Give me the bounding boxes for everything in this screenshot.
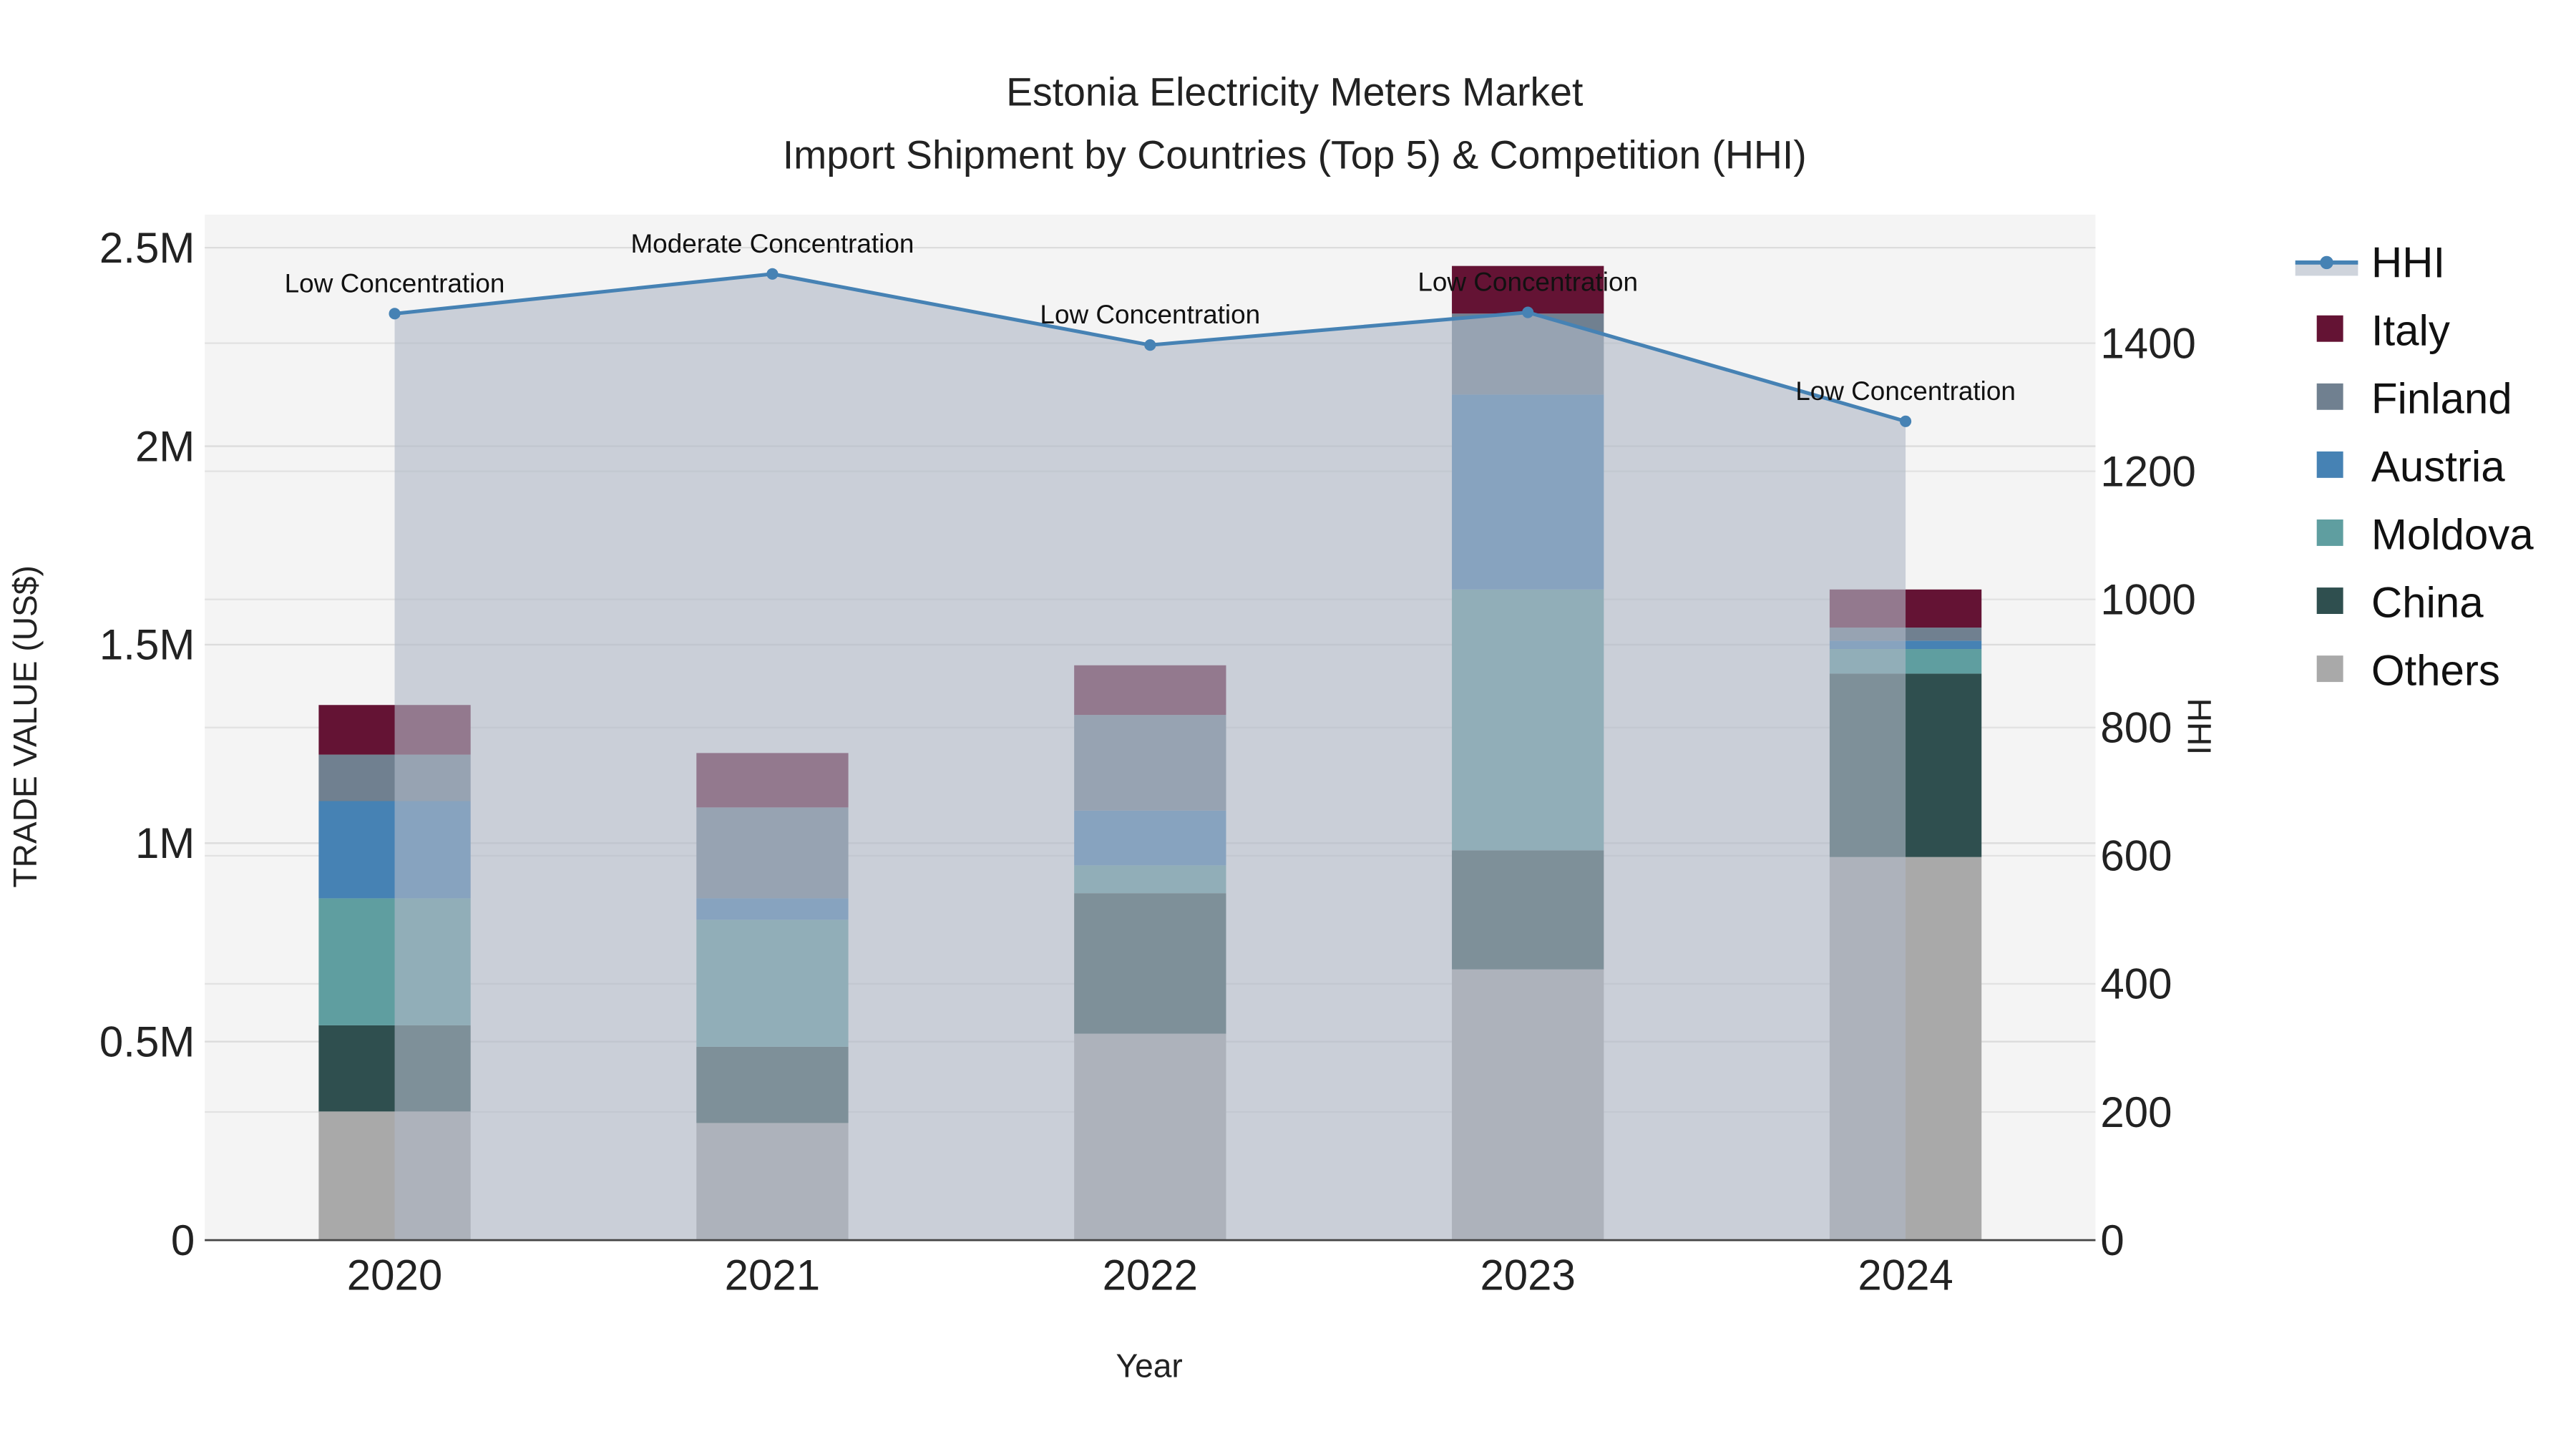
legend-swatch-others (2316, 655, 2343, 683)
hhi-annotation: Low Concentration (1795, 376, 2016, 406)
y-tick-label: 2.5M (99, 224, 195, 272)
legend-swatch-moldova (2316, 519, 2343, 546)
hhi-point (1144, 339, 1156, 351)
y2-tick-label: 1000 (2100, 575, 2195, 623)
hhi-annotation: Low Concentration (1040, 300, 1260, 329)
legend-label-italy: Italy (2371, 306, 2450, 354)
legend-label-others: Others (2371, 647, 2500, 695)
hhi-point (1522, 306, 1534, 318)
x-tick-label: 2024 (1858, 1251, 1953, 1299)
legend-label-finland: Finland (2371, 374, 2512, 422)
legend-swatch-china (2316, 587, 2343, 614)
legend-swatch-finland (2316, 383, 2343, 410)
legend-label-china: China (2371, 579, 2484, 627)
x-tick-label: 2021 (725, 1251, 820, 1299)
legend-label-hhi: HHI (2371, 239, 2445, 287)
y-axis-title: TRADE VALUE (US$) (6, 565, 44, 887)
y2-tick-label: 0 (2100, 1216, 2124, 1264)
hhi-annotation: Low Concentration (285, 268, 505, 298)
chart-title: Estonia Electricity Meters Market (1006, 70, 1583, 114)
y-tick-label: 0 (171, 1216, 195, 1264)
hhi-area (394, 273, 1906, 1241)
hhi-annotation: Low Concentration (1418, 268, 1638, 297)
y2-tick-label: 800 (2100, 704, 2172, 752)
chart-subtitle: Import Shipment by Countries (Top 5) & C… (783, 132, 1807, 177)
bar-italy-2023 (1452, 265, 1604, 314)
y2-tick-label: 600 (2100, 832, 2172, 880)
y-tick-label: 0.5M (99, 1018, 195, 1065)
hhi-point (766, 268, 779, 280)
legend-label-moldova: Moldova (2371, 511, 2534, 559)
y-tick-label: 1.5M (99, 621, 195, 669)
legend-swatch-italy (2316, 315, 2343, 342)
y2-tick-label: 200 (2100, 1088, 2172, 1136)
y-tick-label: 2M (135, 422, 195, 470)
y2-tick-label: 400 (2100, 960, 2172, 1008)
hhi-point (389, 308, 401, 320)
hhi-point (1900, 415, 1912, 427)
x-tick-label: 2023 (1480, 1251, 1575, 1299)
y2-axis-title: HHI (2181, 698, 2218, 755)
x-tick-label: 2022 (1103, 1251, 1198, 1299)
x-tick-label: 2020 (347, 1251, 442, 1299)
y2-tick-label: 1200 (2100, 447, 2195, 495)
legend-hhi-marker-icon (2320, 255, 2333, 270)
legend-label-austria: Austria (2371, 442, 2505, 490)
hhi-annotation: Moderate Concentration (630, 229, 914, 258)
x-axis-title: Year (1116, 1347, 1183, 1385)
y-tick-label: 1M (135, 819, 195, 867)
legend-swatch-austria (2316, 451, 2343, 478)
y2-tick-label: 1400 (2100, 319, 2195, 367)
